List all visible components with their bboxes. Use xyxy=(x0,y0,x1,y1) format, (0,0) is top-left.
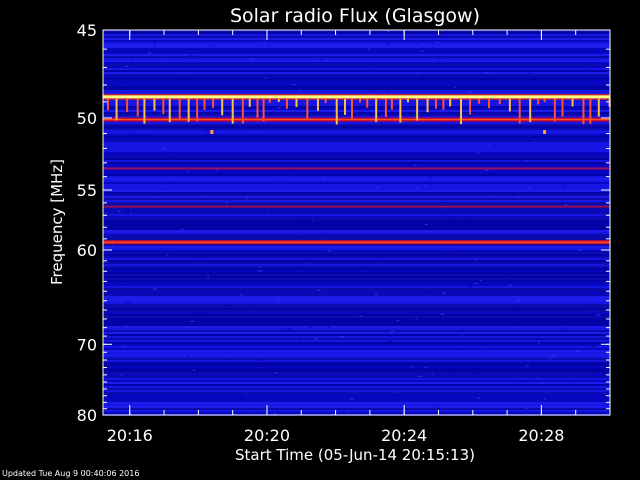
emission-bands xyxy=(103,93,611,245)
emission-band xyxy=(103,205,610,208)
x-tick-label: 20:24 xyxy=(381,426,427,445)
burst-spot xyxy=(210,130,214,135)
y-tick-label: 55 xyxy=(77,181,97,200)
x-tick-label: 20:28 xyxy=(518,426,564,445)
x-tick-label: 20:20 xyxy=(244,426,290,445)
y-tick-label: 70 xyxy=(77,335,97,354)
plot-area xyxy=(102,29,611,416)
chart-title: Solar radio Flux (Glasgow) xyxy=(230,5,480,27)
y-tick-label: 60 xyxy=(77,241,97,260)
plot-frame xyxy=(102,29,611,416)
updated-timestamp: Updated Tue Aug 9 00:40:06 2016 xyxy=(2,469,140,478)
x-axis: 20:16 20:20 20:24 20:28 xyxy=(107,30,611,445)
spectrogram-texture xyxy=(103,30,610,416)
x-tick-label: 20:16 xyxy=(107,426,153,445)
y-axis-label: Frequency [MHz] xyxy=(48,159,66,285)
burst-spot xyxy=(543,130,547,135)
y-axis: 45 50 55 60 70 80 xyxy=(77,21,610,425)
y-tick-label: 50 xyxy=(77,109,97,128)
emission-band xyxy=(103,167,610,170)
y-tick-label: 80 xyxy=(77,406,97,425)
y-tick-label: 45 xyxy=(77,21,97,40)
x-axis-label: Start Time (05-Jun-14 20:15:13) xyxy=(235,446,475,464)
